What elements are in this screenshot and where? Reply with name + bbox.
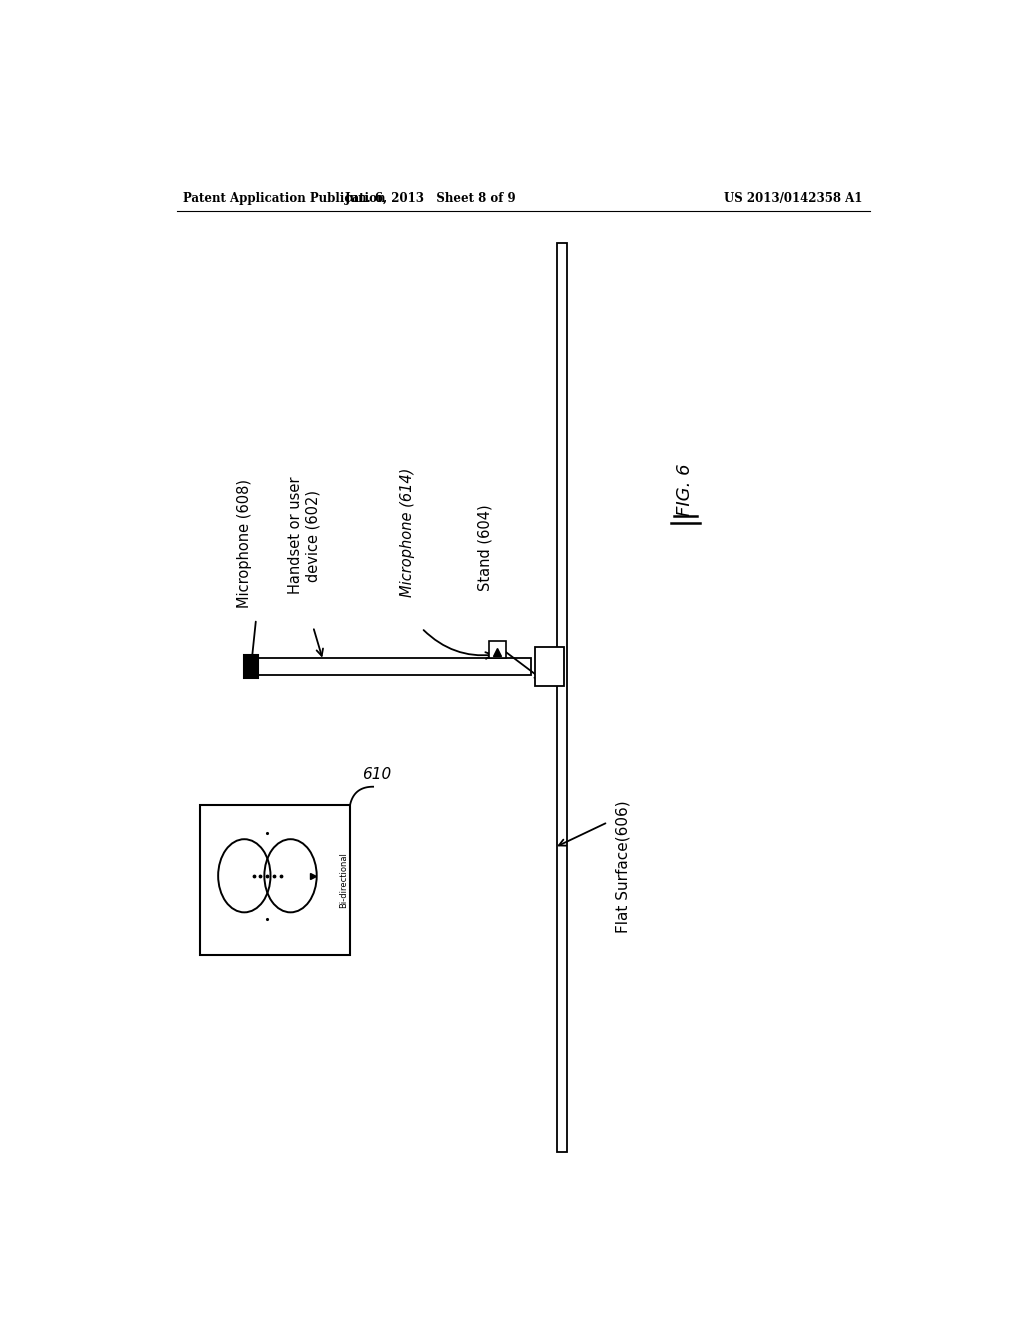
Text: 610: 610 bbox=[362, 767, 391, 781]
Bar bbox=[488, 642, 506, 659]
Text: Microphone (608): Microphone (608) bbox=[237, 479, 252, 609]
Text: Microphone (614): Microphone (614) bbox=[400, 467, 416, 597]
Text: Stand (604): Stand (604) bbox=[477, 504, 493, 590]
Bar bbox=[258, 659, 531, 675]
Text: Flat Surface(606): Flat Surface(606) bbox=[615, 800, 631, 933]
Text: Jun. 6, 2013   Sheet 8 of 9: Jun. 6, 2013 Sheet 8 of 9 bbox=[345, 191, 517, 205]
Bar bbox=[535, 647, 564, 686]
Bar bbox=[200, 805, 350, 956]
Text: FIG. 6: FIG. 6 bbox=[676, 463, 694, 516]
Text: US 2013/0142358 A1: US 2013/0142358 A1 bbox=[724, 191, 862, 205]
Text: Patent Application Publication: Patent Application Publication bbox=[183, 191, 385, 205]
Text: Handset or user
device (602): Handset or user device (602) bbox=[288, 477, 321, 594]
Bar bbox=[557, 243, 566, 1151]
Text: Bi-directional: Bi-directional bbox=[339, 853, 348, 908]
Bar bbox=[244, 655, 258, 678]
